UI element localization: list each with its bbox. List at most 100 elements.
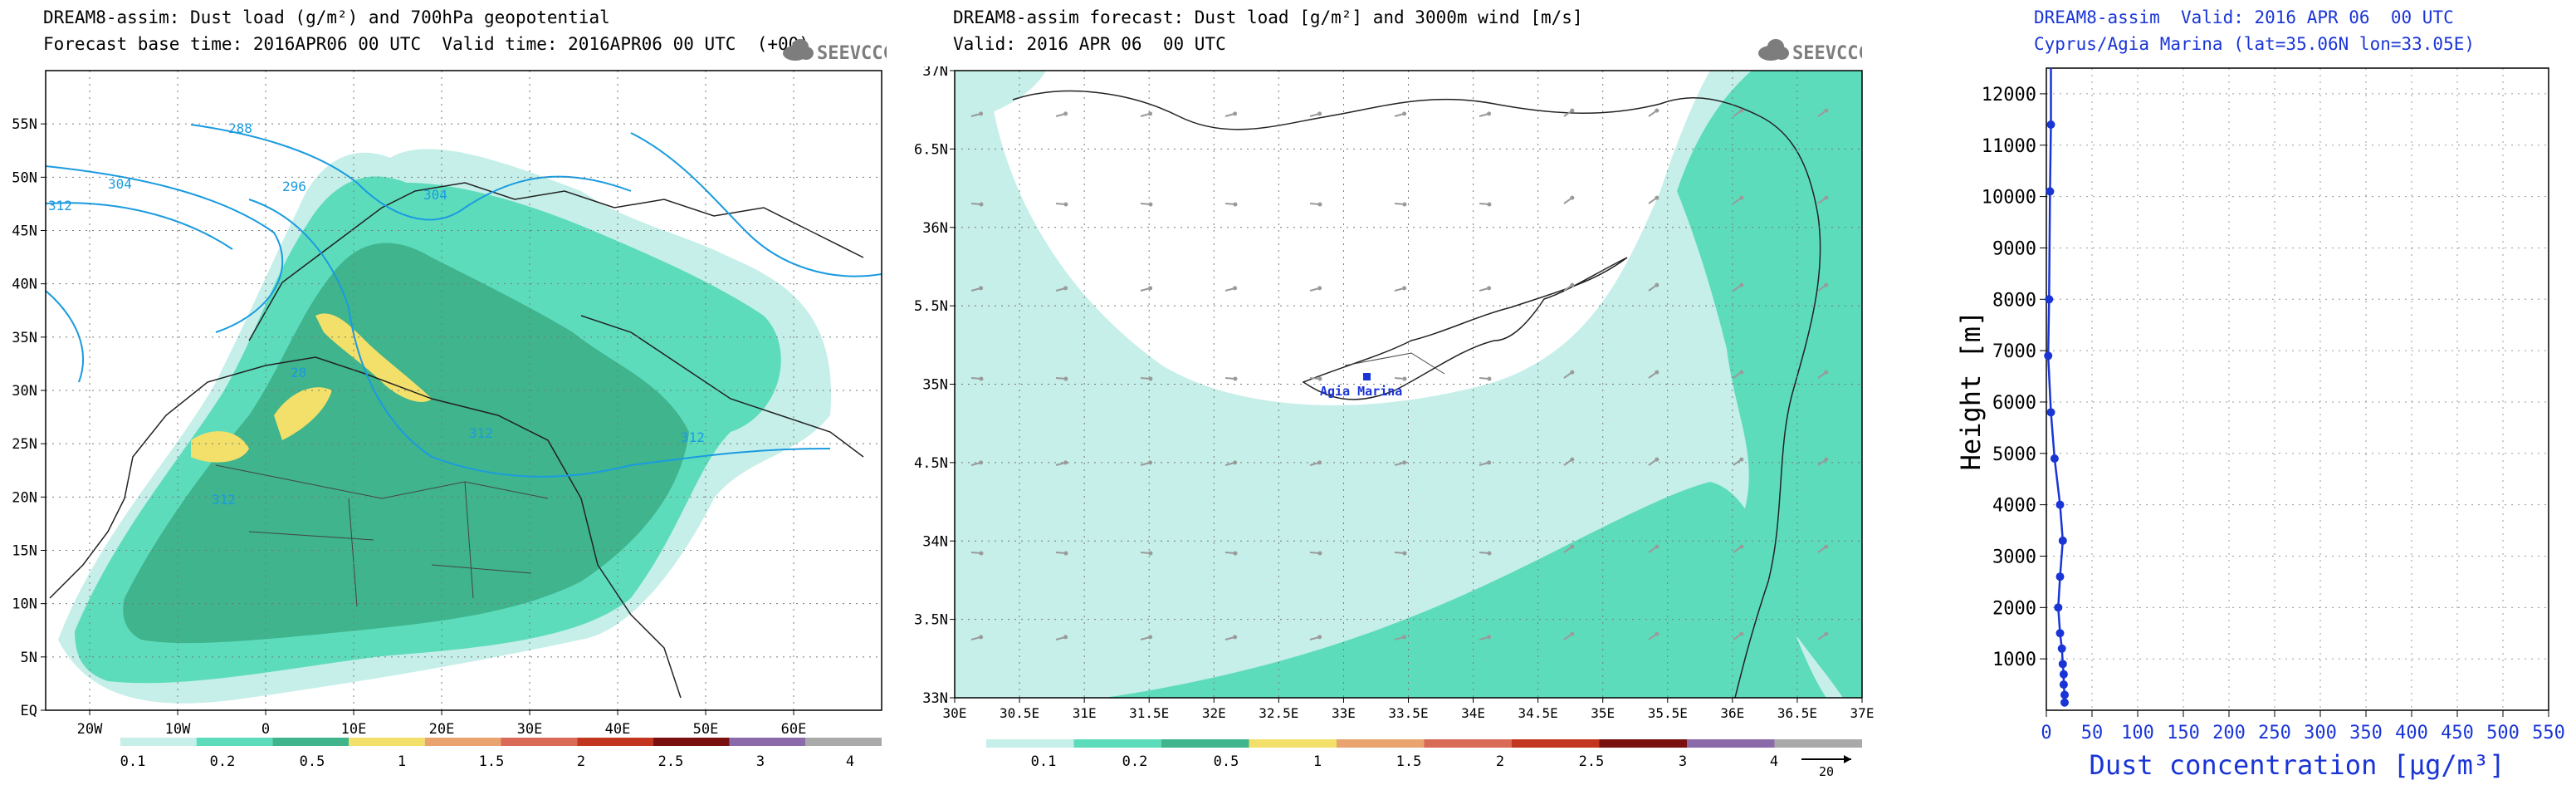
wind-arrow-head <box>1148 111 1153 116</box>
logo-text: SEEVCCC <box>817 43 887 64</box>
lon-tick-label: 36.5E <box>1777 705 1817 721</box>
contour-label: 312 <box>469 425 493 441</box>
lat-tick-label: 34N <box>922 533 948 550</box>
colorbar-segment <box>120 738 197 746</box>
wind-arrow-head <box>1063 460 1068 465</box>
wind-reference: 20 <box>1801 755 1851 779</box>
left-colorbar: 0.1 0.2 0.5 1 1.5 2 2.5 3 4 <box>120 738 882 770</box>
colorbar-label: 4 <box>1770 753 1778 770</box>
wind-reference-label: 20 <box>1819 764 1834 779</box>
wind-arrow-head <box>1063 376 1068 381</box>
wind-arrow-head <box>1317 111 1322 116</box>
profile-point <box>2055 500 2065 509</box>
contour-label: 312 <box>681 429 705 445</box>
lat-tick-label: 5N <box>21 650 37 666</box>
wind-arrow-head <box>1824 195 1829 200</box>
lat-tick-label: 37N <box>922 66 948 80</box>
profile-point <box>2059 670 2068 679</box>
wind-arrow-head <box>1487 460 1492 465</box>
profile-point <box>2057 644 2066 653</box>
colorbar-segment <box>1687 739 1775 748</box>
arabia-coastline <box>580 315 864 458</box>
colorbar-segment <box>986 739 1074 748</box>
wind-arrow-head <box>1233 551 1238 556</box>
lon-tick-label: 40E <box>605 721 631 738</box>
right-plot-frame <box>2046 67 2549 711</box>
mainland-coastline <box>1012 90 1821 698</box>
y-tick-label: 9000 <box>1992 238 2036 259</box>
africa-coastline <box>49 356 682 699</box>
lon-tick-label: 33E <box>1332 705 1356 721</box>
lat-tick-label: 25N <box>12 436 37 453</box>
colorbar-label: 1.5 <box>1396 753 1422 770</box>
wind-arrow-head <box>1317 286 1322 291</box>
x-tick-label: 350 <box>2349 723 2383 743</box>
y-tick-label: 6000 <box>1992 393 2036 414</box>
colorbar-label: 0.1 <box>120 753 146 770</box>
contour-label: 312 <box>212 492 236 508</box>
cyprus-coastline <box>1302 257 1628 400</box>
wind-arrow-head <box>1739 282 1744 287</box>
profile-point <box>2050 454 2059 463</box>
contour-label: 312 <box>48 198 72 213</box>
colorbar-segment <box>272 738 349 746</box>
y-tick-label: 4000 <box>1992 496 2036 517</box>
right-profile-chart: 1000200030004000500060007000800090001000… <box>1955 67 2565 781</box>
wind-arrow-head <box>1824 370 1829 375</box>
lon-tick-label: 31E <box>1073 705 1097 721</box>
x-tick-label: 150 <box>2167 723 2200 743</box>
colorbar-segment <box>653 738 730 746</box>
wind-arrow-head <box>1824 457 1829 462</box>
wind-arrow-head <box>1402 460 1407 465</box>
left-panel-title: DREAM8-assim: Dust load (g/m²) and 700hP… <box>43 7 610 27</box>
wind-arrow-head <box>1317 202 1322 207</box>
lat-tick-label: 30N <box>12 383 37 400</box>
lat-tick-label: 55N <box>12 116 37 133</box>
wind-arrow-head <box>1570 282 1575 287</box>
colorbar-label: 1 <box>1313 753 1322 770</box>
lat-tick-label: 36.5N <box>913 141 948 158</box>
lon-tick-label: 34.5E <box>1518 705 1558 721</box>
left-map-chart: 288 296 304 304 312 312 312 312 28 EQ5N1… <box>12 70 882 770</box>
lat-tick-label: 40N <box>12 277 37 293</box>
profile-point <box>2055 629 2065 638</box>
wind-arrow-head <box>1739 631 1744 636</box>
profile-point <box>2054 603 2063 612</box>
lat-tick-label: 45N <box>12 223 37 240</box>
left-panel-subtitle: Forecast base time: 2016APR06 00 UTC Val… <box>43 34 809 54</box>
profile-point <box>2058 536 2067 545</box>
geopotential-contour-e <box>630 132 882 277</box>
wind-arrow-head <box>1655 544 1659 549</box>
mid-panel-title: DREAM8-assim forecast: Dust load [g/m²] … <box>953 7 1583 27</box>
dust-free-area <box>988 71 1710 405</box>
colorbar-segment <box>1249 739 1337 748</box>
wind-arrow-head <box>1570 631 1575 636</box>
colorbar-label: 0.2 <box>1122 753 1148 770</box>
lat-tick-label: 10N <box>12 596 37 613</box>
x-tick-label: 500 <box>2486 723 2520 743</box>
dust-level-1-c <box>274 387 332 440</box>
colorbar-segment <box>1512 739 1600 748</box>
station-marker <box>1363 373 1371 380</box>
y-tick-label: 7000 <box>1992 341 2036 362</box>
wind-arrow-head <box>979 202 984 207</box>
lat-tick-label: EQ <box>21 703 37 719</box>
colorbar-label: 2 <box>577 753 585 770</box>
y-tick-label: 8000 <box>1992 290 2036 311</box>
contour-label: 288 <box>228 120 252 136</box>
wind-arrow-head <box>1487 286 1492 291</box>
lon-tick-label: 10E <box>341 721 367 738</box>
wind-arrow-head <box>1739 108 1744 113</box>
x-axis-label: Dust concentration [μg/m³] <box>2090 749 2505 781</box>
profile-point <box>2055 572 2065 581</box>
europe-coastline <box>248 182 864 341</box>
lat-tick-label: 15N <box>12 543 37 560</box>
lat-tick-label: 20N <box>12 489 37 506</box>
cyprus-border <box>1344 352 1445 375</box>
contour-label: 304 <box>108 176 132 192</box>
lon-tick-label: 31.5E <box>1129 705 1169 721</box>
dust-level-0.2-south <box>1104 482 1826 698</box>
x-tick-label: 250 <box>2258 723 2291 743</box>
wind-arrow-head <box>1487 635 1492 640</box>
lon-tick-label: 20W <box>77 721 103 738</box>
